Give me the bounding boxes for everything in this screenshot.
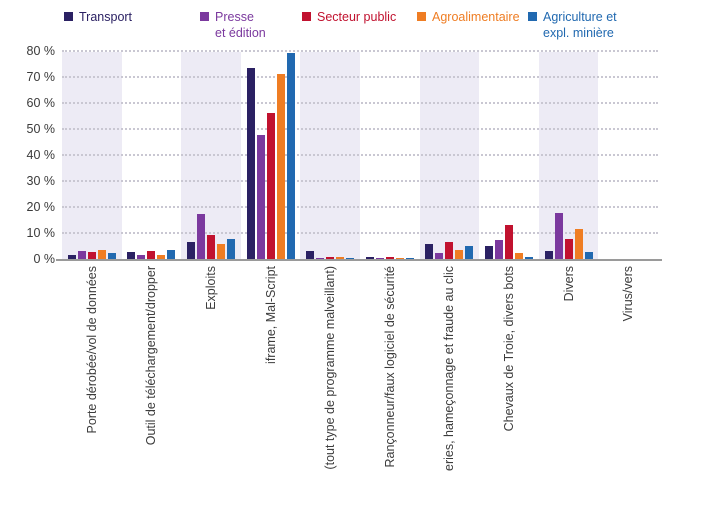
bar: [87, 252, 96, 260]
bar: [435, 253, 444, 260]
gridline: [62, 50, 658, 52]
bar: [554, 213, 563, 260]
bar: [147, 251, 156, 260]
legend-label: Transport: [79, 10, 133, 24]
x-category-label: Divers: [561, 266, 576, 302]
bar: [505, 225, 513, 260]
bar: [336, 257, 345, 260]
bar: [207, 235, 215, 260]
x-category-label: Rançonneur/faux logiciel de sécurité: [382, 266, 397, 468]
x-category-label: Chevaux de Troie, divers bots: [502, 266, 516, 432]
x-category-label: (tout type de programme malveillant): [323, 266, 338, 470]
legend-item: Agroalimentaire: [417, 9, 520, 25]
bar: [564, 239, 573, 260]
gridline: [62, 232, 658, 234]
bar: [217, 244, 225, 260]
gridline: [62, 128, 658, 130]
bar: [227, 239, 235, 260]
bar: [167, 250, 176, 260]
bar: [425, 244, 434, 260]
bar: [584, 252, 593, 260]
x-category-label: iframe, Mal-Script: [263, 266, 278, 364]
y-tick-label: 0 %: [33, 252, 55, 266]
bar: [306, 251, 315, 260]
y-tick-label: 40 %: [26, 148, 56, 162]
legend-label: Presse et édition: [215, 10, 266, 40]
bar: [127, 252, 136, 260]
legend-swatch: [64, 12, 73, 21]
bar: [445, 242, 454, 260]
legend-label: Agroalimentaire: [432, 10, 520, 24]
y-tick-label: 30 %: [26, 174, 56, 188]
bar: [107, 253, 116, 260]
bar: [137, 255, 146, 260]
x-category-label: Exploits: [204, 266, 218, 310]
legend-item: Secteur public: [302, 9, 396, 25]
y-tick-label: 70 %: [26, 70, 56, 84]
bar: [495, 240, 503, 260]
x-category-label: Porte dérobée/vol de données: [84, 266, 99, 434]
bar: [246, 68, 255, 260]
bar: [365, 257, 374, 260]
gridline: [62, 180, 658, 182]
x-category-label: Outil de téléchargement/dropper: [144, 266, 159, 446]
legend-swatch: [200, 12, 209, 21]
y-tick-label: 60 %: [26, 96, 56, 110]
background-stripe: [419, 52, 480, 260]
gridline: [62, 154, 658, 156]
gridline: [62, 76, 658, 78]
y-tick-label: 10 %: [26, 226, 56, 240]
legend-swatch: [417, 12, 426, 21]
bar: [197, 214, 205, 260]
bar: [485, 246, 493, 260]
legend-label: Agriculture et expl. minière: [543, 10, 617, 40]
background-stripe: [181, 52, 241, 260]
background-stripe: [300, 52, 360, 260]
y-tick-label: 20 %: [26, 200, 56, 214]
bar: [326, 257, 335, 260]
gridline: [62, 206, 658, 208]
y-tick-label: 80 %: [26, 44, 56, 58]
bar: [544, 251, 553, 260]
background-stripe: [62, 52, 122, 260]
bar: [574, 229, 583, 260]
bar: [256, 135, 265, 260]
background-stripe: [538, 52, 599, 260]
bar: [67, 255, 76, 260]
bar: [455, 250, 464, 260]
bar: [266, 113, 275, 260]
y-tick-label: 50 %: [26, 122, 56, 136]
gridline: [62, 102, 658, 104]
bar: [77, 251, 86, 260]
x-axis-line: [56, 259, 662, 261]
legend-swatch: [302, 12, 311, 21]
legend-item: Presse et édition: [200, 9, 266, 41]
x-category-label: eries, hameçonnage et fraude au clic: [442, 266, 457, 471]
bar: [385, 257, 394, 260]
bar: [276, 74, 285, 260]
legend-label: Secteur public: [317, 10, 397, 24]
bar: [286, 53, 295, 260]
bar: [97, 250, 106, 260]
bar: [525, 257, 533, 260]
bar: [157, 255, 166, 260]
legend-item: Transport: [64, 9, 132, 25]
bar: [187, 242, 195, 260]
x-category-label: Virus/vers: [621, 266, 636, 322]
bar: [465, 246, 474, 260]
legend-swatch: [528, 12, 537, 21]
legend-item: Agriculture et expl. minière: [528, 9, 617, 41]
bar: [515, 253, 523, 260]
